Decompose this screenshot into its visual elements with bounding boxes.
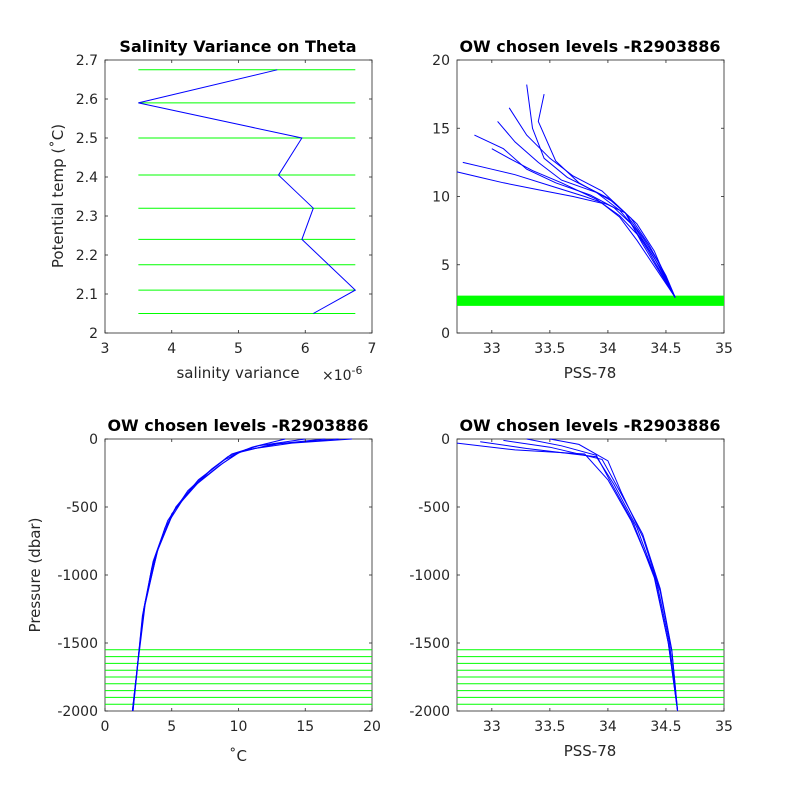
- x-tick-label: 7: [368, 341, 377, 357]
- x-tick-label: 33.5: [534, 719, 565, 735]
- chart-title: OW chosen levels -R2903886: [107, 416, 368, 435]
- chart-title: Salinity Variance on Theta: [119, 37, 356, 56]
- x-tick-label: 33: [483, 341, 501, 357]
- panel-salinity-pressure: 33 33.5 34 34.5 35 -2000 -1500 -1000 -500 0 OW c…: [409, 416, 733, 760]
- chart-title: OW chosen levels -R2903886: [459, 37, 720, 56]
- y-tick-label: -1500: [409, 636, 450, 652]
- y-tick-label: 2.2: [76, 248, 98, 264]
- y-tick-label: -500: [66, 500, 98, 516]
- x-axis-exponent: ×10-6: [322, 364, 363, 384]
- x-tick-label: 34: [599, 719, 617, 735]
- x-tick-label: 34.5: [650, 341, 681, 357]
- x-tick-label: 34: [599, 341, 617, 357]
- y-axis-label: Pressure (dbar): [26, 518, 44, 633]
- y-tick-label: 0: [441, 326, 450, 342]
- profile-line: [480, 441, 679, 712]
- y-tick-label: 2.7: [76, 53, 98, 69]
- x-axis-exponent-power: -6: [352, 364, 363, 377]
- profile-line: [131, 438, 286, 712]
- x-tick-label: 0: [101, 719, 110, 735]
- x-tick-label: 33: [483, 719, 501, 735]
- x-tick-label: 4: [167, 341, 176, 357]
- y-tick-label: 2: [89, 326, 98, 342]
- y-tick-label: 0: [441, 432, 450, 448]
- x-axis-label: salinity variance: [176, 364, 299, 382]
- x-axis-label: PSS-78: [564, 364, 617, 382]
- x-axis-exponent-base: ×10: [322, 368, 352, 384]
- x-tick-label: 33.5: [534, 341, 565, 357]
- x-tick-label: 10: [230, 719, 248, 735]
- y-tick-label: -500: [418, 500, 450, 516]
- x-axis-label: ˚C: [229, 747, 247, 765]
- x-tick-label: 5: [234, 341, 243, 357]
- profile-line: [549, 438, 679, 712]
- y-tick-label: 2.1: [76, 287, 98, 303]
- y-tick-label: 5: [441, 258, 450, 274]
- panel-theta-salinity: 33 33.5 34 34.5 35 0 5 10 15 20 OW chosen levels…: [432, 37, 733, 382]
- profile-line: [456, 171, 676, 298]
- profile-line: [132, 438, 339, 712]
- x-tick-label: 34.5: [650, 719, 681, 735]
- y-tick-label: 2.4: [76, 170, 98, 186]
- y-tick-label: 15: [432, 121, 450, 137]
- x-tick-label: 6: [301, 341, 310, 357]
- x-tick-label: 35: [715, 719, 733, 735]
- chart-title: OW chosen levels -R2903886: [459, 416, 720, 435]
- y-tick-label: -1500: [57, 636, 98, 652]
- panel-variance: 3 4 5 6 7 2 2.1 2.2 2.3 2.4 2.5 2.6 2.7 Salinity Va…: [49, 37, 376, 384]
- x-tick-label: 3: [101, 341, 110, 357]
- x-tick-label: 15: [296, 719, 314, 735]
- profile-line: [491, 148, 676, 298]
- y-axis-label: Potential temp (˚C): [49, 124, 67, 268]
- x-tick-label: 20: [363, 719, 381, 735]
- panel-temperature-pressure: 0 5 10 15 20 -2000 -1500 -1000 -500 0 OW chosen …: [26, 416, 381, 765]
- y-tick-label: 10: [432, 190, 450, 206]
- axes-box: [104, 438, 373, 712]
- y-tick-label: -2000: [409, 704, 450, 720]
- profile-line: [138, 69, 357, 314]
- y-tick-label: 20: [432, 53, 450, 69]
- x-tick-label: 5: [167, 719, 176, 735]
- x-tick-label: 35: [715, 341, 733, 357]
- y-tick-label: -1000: [57, 568, 98, 584]
- y-tick-label: 2.6: [76, 92, 98, 108]
- y-tick-label: 2.5: [76, 131, 98, 147]
- y-tick-label: 0: [89, 432, 98, 448]
- y-tick-label: -2000: [57, 704, 98, 720]
- x-axis-label: PSS-78: [564, 742, 617, 760]
- profile-line: [537, 93, 676, 298]
- profile-line: [526, 438, 679, 712]
- y-tick-label: -1000: [409, 568, 450, 584]
- profile-line: [474, 134, 676, 298]
- y-tick-label: 2.3: [76, 209, 98, 225]
